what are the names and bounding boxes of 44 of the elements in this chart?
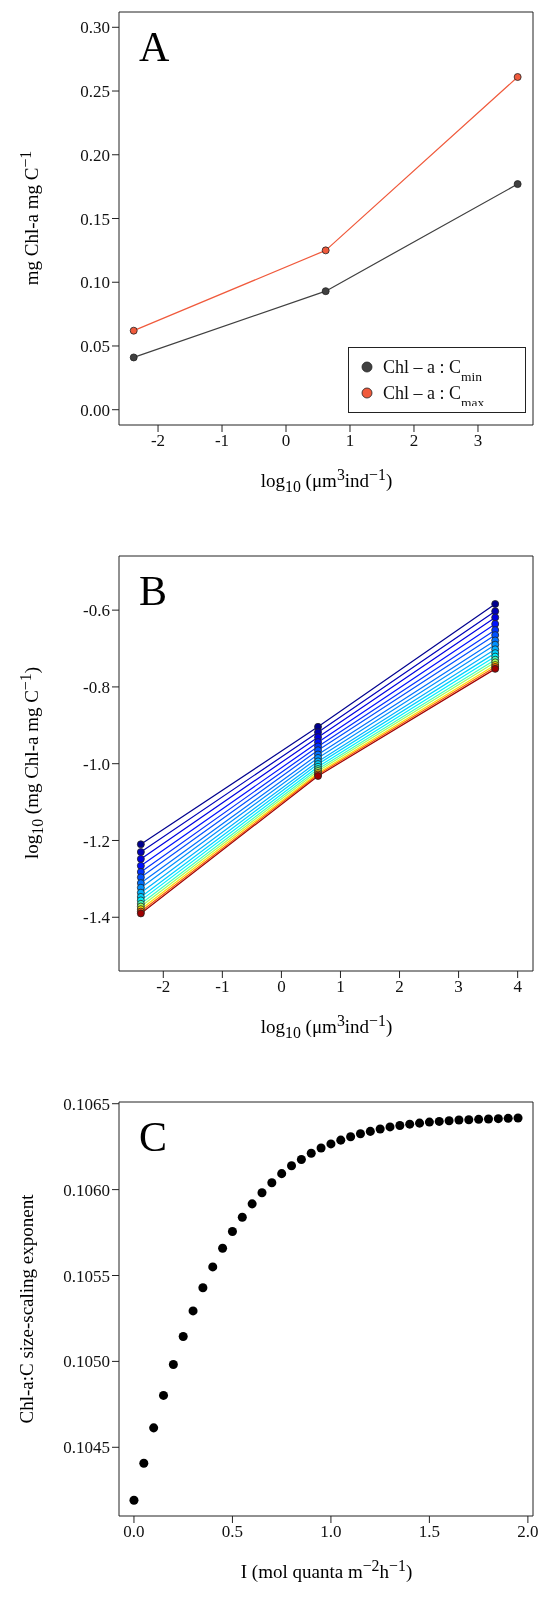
x-tick-label: 0.0: [123, 1522, 145, 1542]
x-axis-title: I (mol quanta m$^{−2}$h$^{−1}$): [239, 1557, 414, 1584]
y-tick-label: 0.20: [80, 145, 110, 165]
x-tick-label: 1: [345, 431, 355, 451]
x-tick-label: 1: [336, 977, 345, 997]
x-tick-label: -1: [215, 977, 230, 997]
y-tick-label: 0.1045: [63, 1438, 110, 1458]
x-tick-label: 4: [513, 977, 523, 997]
y-tick-label: 0.25: [80, 82, 110, 102]
x-tick-label: 2.0: [517, 1522, 539, 1542]
x-tick-label: 2: [395, 977, 404, 997]
legend-label: Chl – a : C$_{min}$: [383, 357, 483, 384]
y-tick-label: 0.30: [80, 18, 110, 38]
annotation: C: [139, 1114, 168, 1160]
y-axis-title: Chl-a:C size-scaling exponent: [14, 1193, 38, 1425]
x-tick-label: -2: [156, 977, 171, 997]
annotation: B: [139, 568, 168, 614]
x-tick-label: 0.5: [221, 1522, 244, 1542]
y-tick-label: 0.1050: [63, 1352, 110, 1372]
y-tick-label: -1.0: [83, 754, 110, 774]
x-tick-label: 1.0: [320, 1522, 342, 1542]
y-tick-label: 0.15: [80, 209, 110, 229]
y-tick-label: 0.1055: [63, 1266, 110, 1286]
x-tick-label: -2: [150, 431, 166, 451]
y-tick-label: 0.1060: [63, 1180, 110, 1200]
x-tick-label: 3: [473, 431, 483, 451]
annotation: A: [139, 24, 170, 70]
y-tick-label: 0.1065: [63, 1094, 110, 1114]
x-tick-label: 3: [454, 977, 463, 997]
y-tick-label: -1.4: [83, 908, 111, 928]
y-tick-label: -0.6: [83, 601, 110, 621]
x-tick-label: 2: [409, 431, 419, 451]
y-tick-label: 0.00: [80, 400, 110, 420]
x-axis-title: log$_{10}$ (μm$^{3}$ind$^{−1}$): [259, 466, 394, 497]
x-tick-label: -1: [214, 431, 230, 451]
x-tick-label: 1.5: [418, 1522, 441, 1542]
x-tick-label: 0: [281, 431, 291, 451]
legend-label: Chl – a : C$_{max}$: [383, 383, 485, 410]
y-tick-label: -0.8: [83, 677, 110, 697]
y-tick-label: 0.10: [80, 273, 110, 293]
y-tick-label: -1.2: [83, 831, 110, 851]
x-tick-label: 0: [277, 977, 286, 997]
y-tick-label: 0.05: [80, 337, 110, 356]
x-axis-title: log$_{10}$ (μm$^{3}$ind$^{−1}$): [259, 1012, 394, 1043]
